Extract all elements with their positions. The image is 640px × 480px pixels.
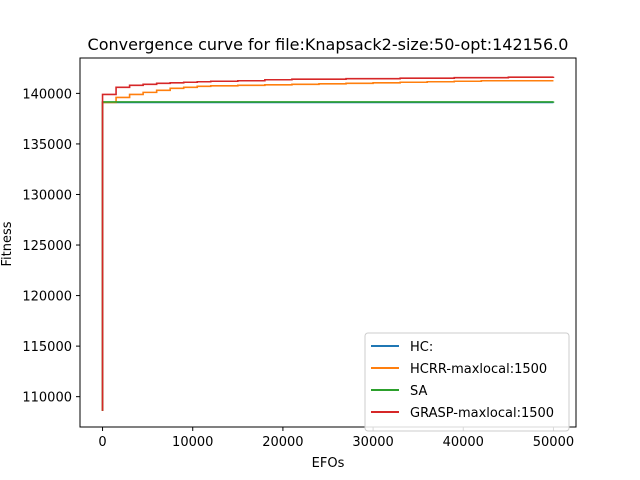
y-axis: 110000 115000 120000 125000 130000 135000 1400… [22, 87, 80, 406]
legend-label: GRASP-maxlocal:1500 [410, 406, 554, 421]
x-tick-label: 20000 [262, 435, 303, 450]
x-tick-label: 40000 [443, 435, 484, 450]
x-tick-label: 50000 [533, 435, 574, 450]
legend-label: HCRR-maxlocal:1500 [410, 362, 547, 377]
legend-box [364, 332, 570, 432]
y-tick-label: 130000 [22, 188, 72, 203]
y-tick-label: 110000 [22, 391, 72, 406]
series-line-2 [101, 79, 554, 411]
plot-frame [79, 57, 577, 428]
y-axis-label: Fitness [0, 221, 15, 266]
y-tick-label: 135000 [22, 138, 72, 153]
x-tick-label: 30000 [352, 435, 393, 450]
y-tick-label: 140000 [22, 87, 72, 102]
legend-label: SA [410, 384, 427, 399]
y-tick-label: 125000 [22, 239, 72, 254]
series-line-4 [101, 76, 555, 411]
legend: HC: HCRR-maxlocal:1500 SA GRASP-maxlocal:15… [364, 332, 570, 432]
plot-area [79, 57, 577, 428]
x-axis-label: EFOs [312, 456, 345, 471]
x-tick-label: 10000 [172, 435, 213, 450]
chart-title: Convergence curve for file:Knapsack2-siz… [88, 35, 569, 54]
y-tick-label: 120000 [22, 290, 72, 305]
x-tick-label: 0 [98, 435, 106, 450]
legend-label: HC: [410, 340, 433, 355]
y-tick-label: 115000 [22, 340, 72, 355]
